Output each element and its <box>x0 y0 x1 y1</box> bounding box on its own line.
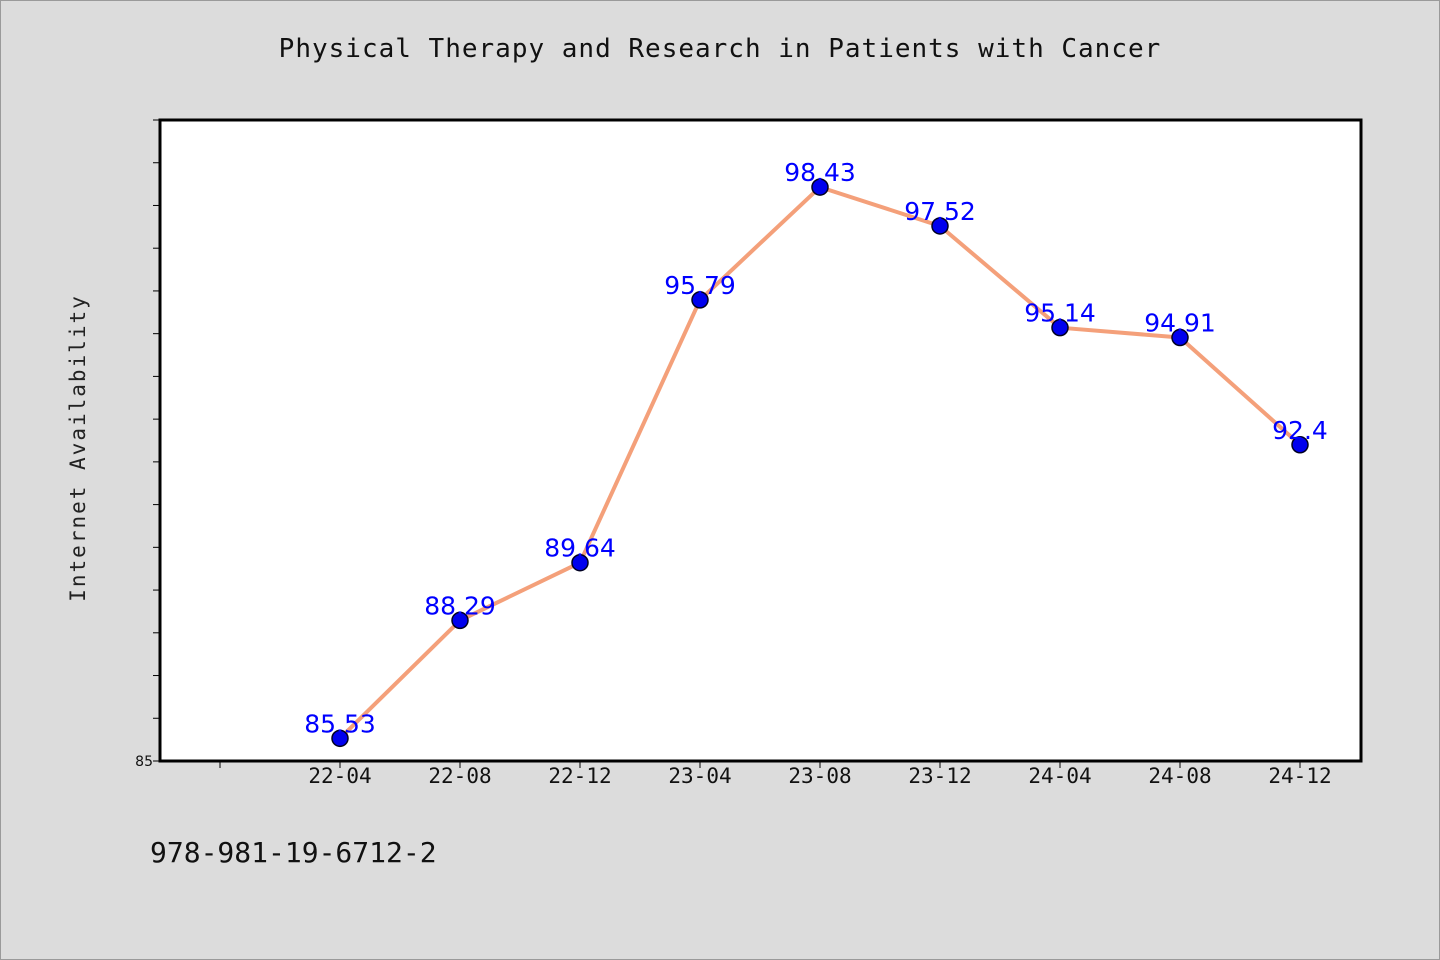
data-point <box>331 729 349 748</box>
data-point <box>811 178 829 196</box>
data-label: 85.53 <box>304 709 376 738</box>
data-label: 94.91 <box>1144 309 1216 338</box>
data-point <box>1291 436 1309 454</box>
data-label: 97.52 <box>904 197 976 226</box>
data-label: 89.64 <box>544 534 616 563</box>
data-point <box>691 291 709 309</box>
x-tick-label: 22-08 <box>428 764 491 788</box>
x-tick-label: 22-12 <box>548 764 611 788</box>
data-label: 88.29 <box>424 591 496 620</box>
plot-area <box>158 118 1363 763</box>
x-tick-label: 23-08 <box>788 764 851 788</box>
data-point <box>1171 328 1189 347</box>
data-label: 95.79 <box>664 271 736 300</box>
data-point <box>931 217 949 235</box>
x-tick-label: 23-04 <box>668 764 731 788</box>
x-tick-label: 24-12 <box>1268 764 1331 788</box>
isbn-text: 978-981-19-6712-2 <box>150 836 437 869</box>
data-label: 98.43 <box>784 158 856 187</box>
x-tick-label: 23-12 <box>908 764 971 788</box>
data-point <box>571 553 589 572</box>
x-tick-label: 24-08 <box>1148 764 1211 788</box>
data-point <box>1051 318 1069 337</box>
y-tick-label: 85 <box>135 754 153 770</box>
x-tick-label: 22-04 <box>308 764 371 788</box>
x-tick-label: 24-04 <box>1028 764 1091 788</box>
chart-title: Physical Therapy and Research in Patient… <box>278 34 1162 64</box>
data-label: 92.4 <box>1272 416 1328 445</box>
data-label: 95.14 <box>1024 299 1096 328</box>
data-point <box>451 611 469 630</box>
